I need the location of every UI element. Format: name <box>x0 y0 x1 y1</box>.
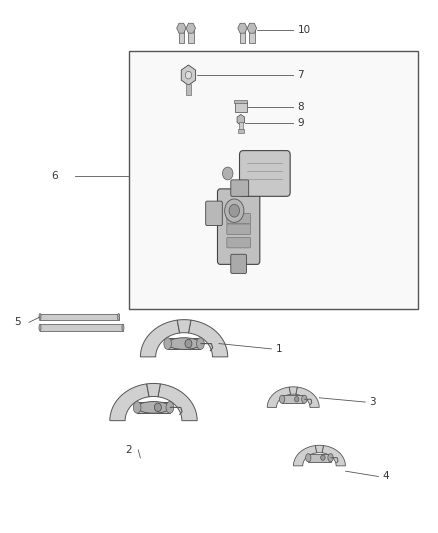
Ellipse shape <box>137 401 170 413</box>
Polygon shape <box>40 325 123 331</box>
Polygon shape <box>110 384 149 421</box>
Ellipse shape <box>328 454 333 462</box>
Text: 3: 3 <box>370 397 376 407</box>
Polygon shape <box>267 387 290 407</box>
FancyBboxPatch shape <box>240 151 290 196</box>
Circle shape <box>229 204 240 217</box>
Polygon shape <box>40 314 119 320</box>
Circle shape <box>185 340 192 348</box>
Text: 8: 8 <box>297 102 304 112</box>
Bar <box>308 454 331 462</box>
Ellipse shape <box>164 338 172 350</box>
Bar <box>168 338 201 350</box>
Polygon shape <box>188 320 228 357</box>
Text: 5: 5 <box>14 317 20 327</box>
FancyBboxPatch shape <box>227 224 251 235</box>
FancyBboxPatch shape <box>231 254 247 273</box>
Polygon shape <box>177 320 191 333</box>
Text: 9: 9 <box>297 118 304 128</box>
Circle shape <box>223 167 233 180</box>
Text: 2: 2 <box>125 445 132 455</box>
Ellipse shape <box>168 338 201 350</box>
Ellipse shape <box>122 324 124 331</box>
Bar <box>249 30 254 43</box>
Bar <box>240 30 245 43</box>
Bar <box>188 30 194 43</box>
FancyBboxPatch shape <box>227 237 251 248</box>
FancyBboxPatch shape <box>206 201 222 225</box>
Circle shape <box>321 455 325 461</box>
Polygon shape <box>289 387 297 394</box>
Bar <box>186 84 191 95</box>
Circle shape <box>185 71 191 79</box>
Text: 10: 10 <box>297 25 311 35</box>
Bar <box>282 395 304 403</box>
Ellipse shape <box>39 324 41 331</box>
Polygon shape <box>315 445 324 453</box>
Ellipse shape <box>302 395 307 403</box>
Polygon shape <box>322 446 346 466</box>
Polygon shape <box>158 384 197 421</box>
Bar <box>234 100 247 103</box>
Polygon shape <box>141 320 180 357</box>
Text: 4: 4 <box>383 472 389 481</box>
Ellipse shape <box>133 401 141 413</box>
FancyBboxPatch shape <box>227 213 251 224</box>
Ellipse shape <box>306 454 311 462</box>
Text: 1: 1 <box>276 344 283 354</box>
Bar <box>130 51 418 309</box>
FancyBboxPatch shape <box>231 180 249 196</box>
Ellipse shape <box>197 338 204 350</box>
FancyBboxPatch shape <box>218 189 260 264</box>
Text: 6: 6 <box>51 171 57 181</box>
Bar <box>239 123 243 131</box>
Polygon shape <box>296 387 319 407</box>
Ellipse shape <box>39 313 41 320</box>
Bar <box>137 401 170 413</box>
Bar <box>238 130 244 133</box>
Bar <box>235 102 247 112</box>
Circle shape <box>225 199 244 222</box>
Polygon shape <box>293 446 317 466</box>
Ellipse shape <box>279 395 285 403</box>
Polygon shape <box>147 383 160 397</box>
Ellipse shape <box>166 401 174 413</box>
Text: 7: 7 <box>297 70 304 80</box>
Circle shape <box>154 403 161 411</box>
Ellipse shape <box>117 313 120 320</box>
Circle shape <box>294 397 299 402</box>
Bar <box>179 30 184 43</box>
